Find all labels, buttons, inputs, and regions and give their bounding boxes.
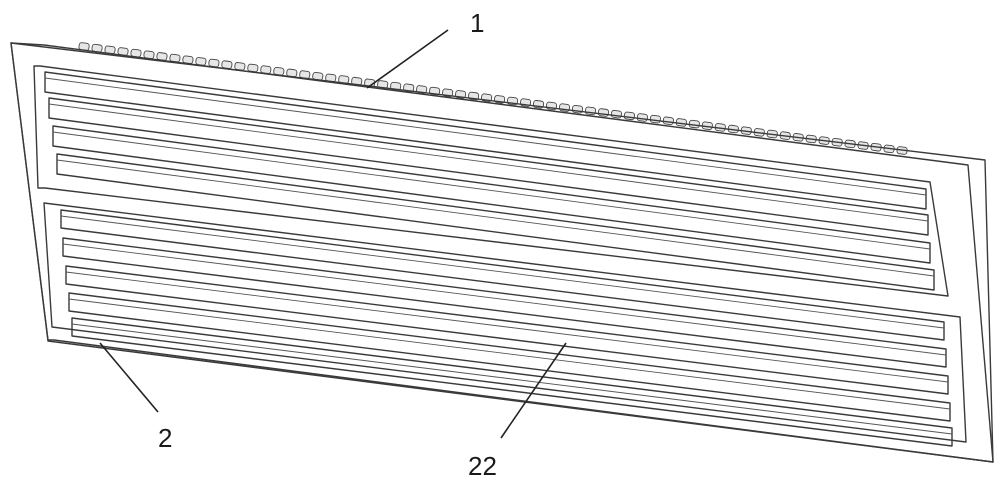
slat [60,209,945,341]
slat [62,237,947,368]
slat-edge [52,131,931,250]
leader-line-22 [500,342,567,439]
slat-edge [68,298,951,410]
slat-edge [60,215,945,329]
slat [52,125,931,264]
slat [48,97,929,236]
chain-link [247,63,259,73]
slat [65,265,949,395]
chain-link [234,62,246,71]
slat-edge [56,159,935,277]
slat-edge [62,243,947,356]
leader-line-2 [99,342,159,413]
chain-link [597,108,609,117]
ref-label-1: 1 [470,8,484,38]
slat [68,292,951,422]
lower-frame [43,202,967,443]
slat [71,317,953,447]
leader-line-1 [366,29,449,89]
heat-sink-slats [44,71,953,447]
chain-link [623,111,635,121]
upper-frame [33,65,949,297]
outer-plate-frame [10,42,994,463]
ref-label-22: 22 [468,451,497,481]
slat-edge [44,77,927,196]
ref-label-2: 2 [158,423,172,453]
slat [56,153,935,291]
slat-edge [65,271,949,383]
slat-edge [48,103,929,222]
chain-link [649,114,661,124]
chain-link [610,109,622,119]
chain-link [662,116,674,126]
chain-link [221,60,233,69]
slat [44,71,927,210]
slat-edge [71,323,953,435]
chain-link [636,113,648,122]
chain-link [714,123,726,132]
